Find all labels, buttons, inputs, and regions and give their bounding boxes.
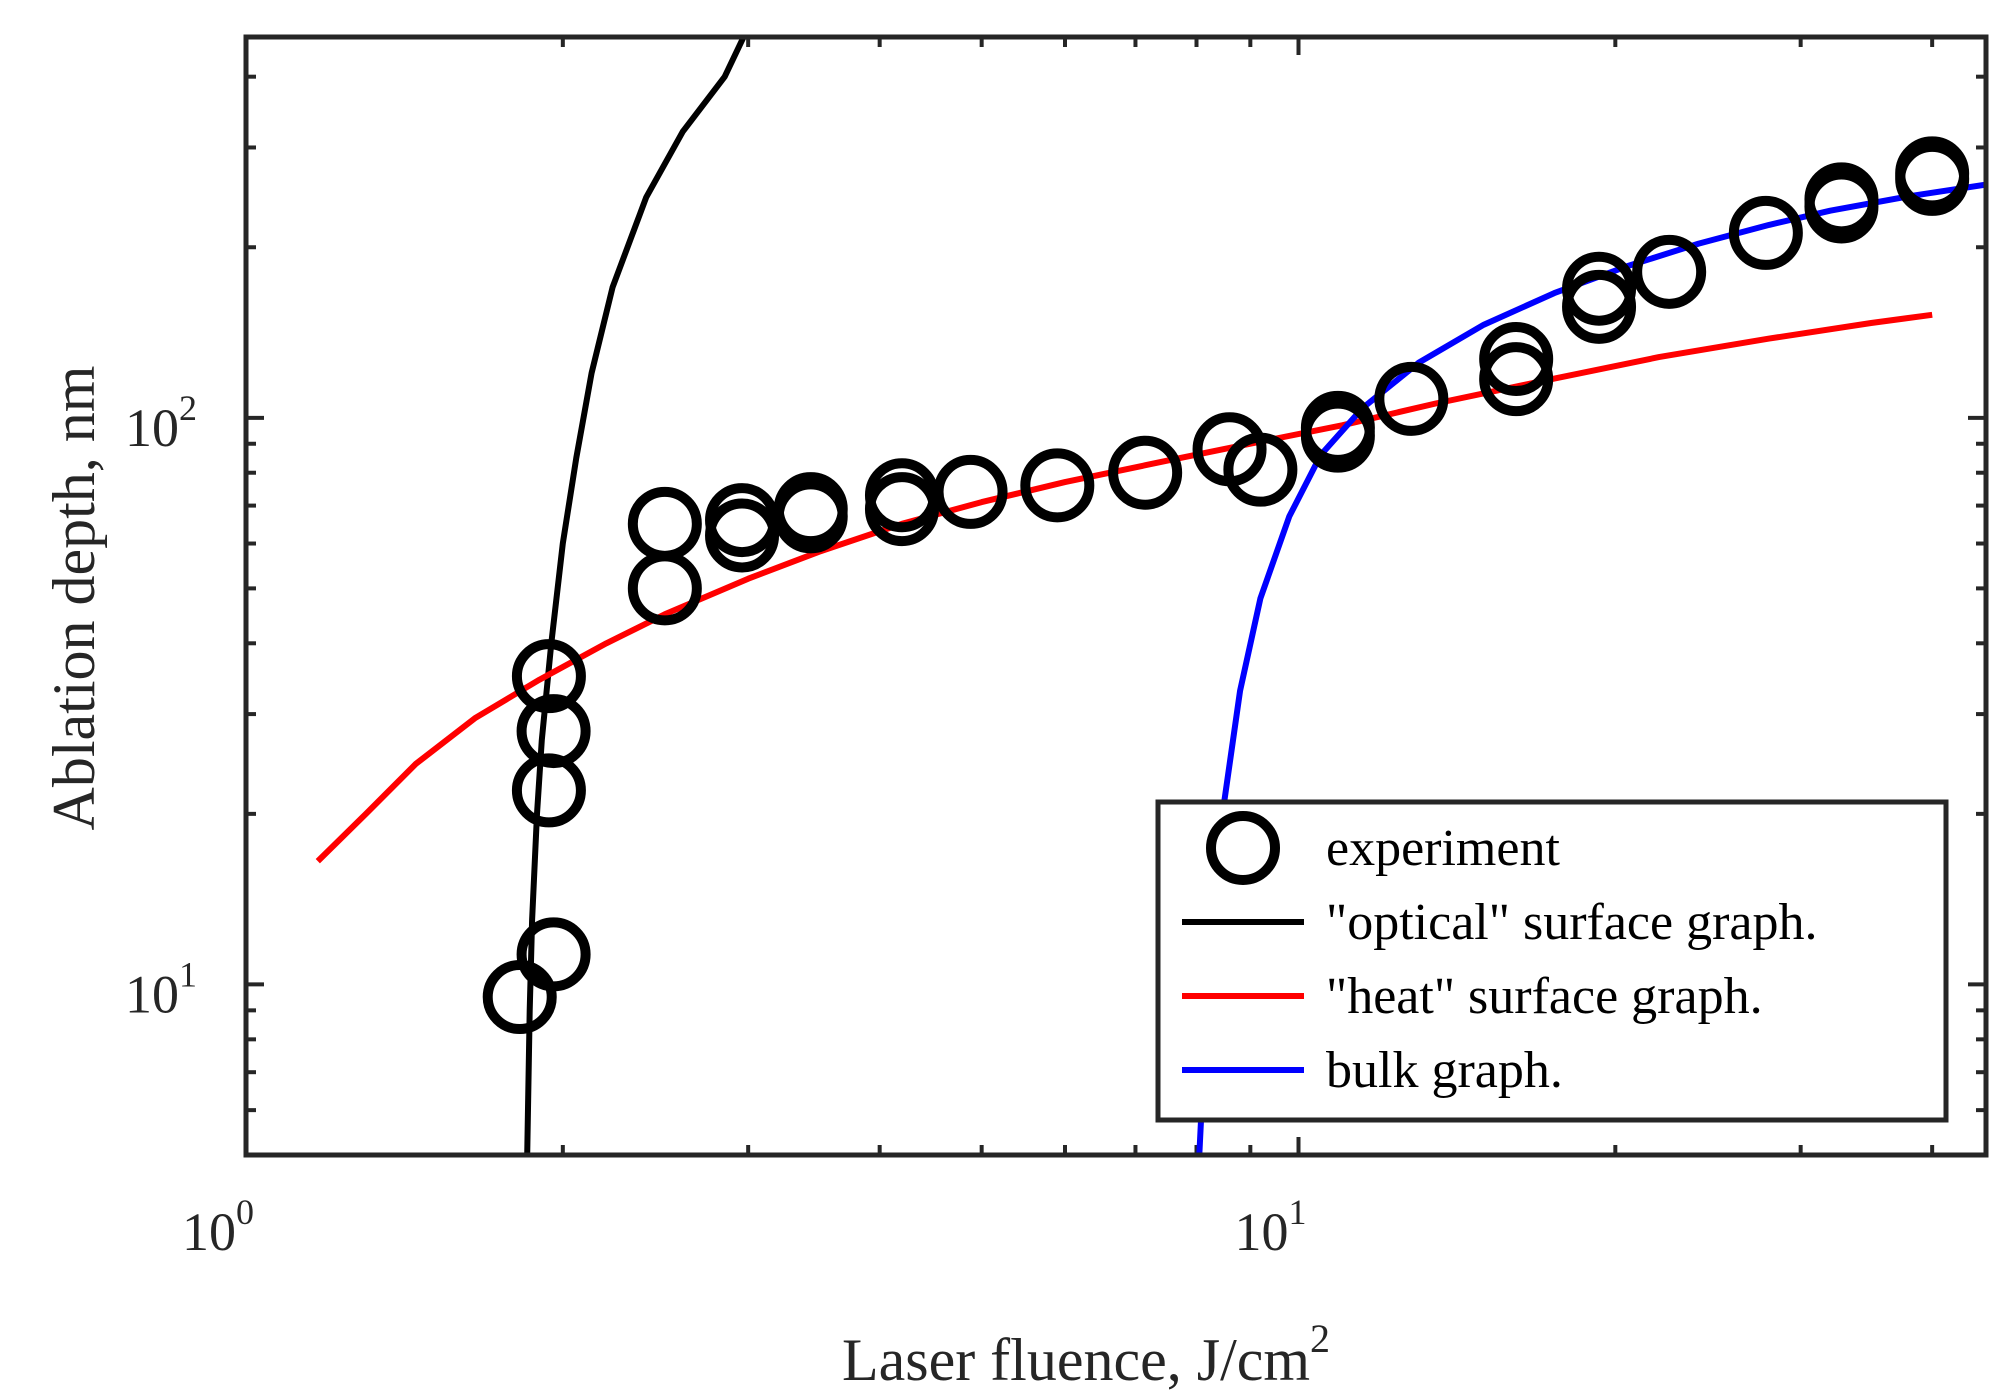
y-axis-label: Ablation depth, nm bbox=[41, 366, 107, 831]
x-tick-label: 100 bbox=[182, 1192, 254, 1262]
optical-surface-graph-line bbox=[524, 37, 747, 1155]
experiment-markers bbox=[482, 136, 1970, 1035]
experiment-point bbox=[1479, 342, 1554, 417]
y-tick-label-base: 10 bbox=[125, 964, 179, 1024]
legend: experiment "optical" surface graph. "heat"… bbox=[1155, 799, 1949, 1123]
plot-frame bbox=[243, 34, 1989, 1158]
y-tick-label: 102 bbox=[125, 388, 197, 458]
experiment-point bbox=[516, 694, 591, 769]
experiment-point bbox=[1374, 361, 1449, 436]
experiment-point bbox=[1632, 234, 1707, 309]
experiment-point bbox=[1562, 251, 1637, 326]
x-tick-label-base: 10 bbox=[182, 1202, 236, 1262]
legend-label: "optical" surface graph. bbox=[1326, 894, 1817, 951]
legend-swatch-experiment bbox=[1206, 811, 1280, 885]
experiment-point bbox=[933, 454, 1008, 529]
experiment-point bbox=[1108, 435, 1183, 510]
experiment-point bbox=[773, 472, 848, 547]
experiment-point bbox=[1804, 162, 1879, 237]
x-tick-label: 101 bbox=[1234, 1192, 1306, 1262]
experiment-point bbox=[1728, 195, 1803, 270]
legend-label: "heat" surface graph. bbox=[1326, 968, 1763, 1025]
y-tick-label: 101 bbox=[125, 954, 197, 1024]
y-tick-label-exponent: 2 bbox=[179, 388, 197, 428]
x-axis-label-exponent: 2 bbox=[1310, 1316, 1330, 1361]
x-tick-label-exponent: 1 bbox=[1288, 1192, 1306, 1232]
legend-label: bulk graph. bbox=[1326, 1042, 1563, 1099]
x-tick-label-base: 10 bbox=[1234, 1202, 1288, 1262]
experiment-point bbox=[1020, 448, 1095, 523]
experiment-point bbox=[1479, 322, 1554, 397]
y-tick-label-exponent: 1 bbox=[179, 954, 197, 994]
experiment-point bbox=[1300, 390, 1375, 465]
experiment-point bbox=[516, 917, 591, 992]
x-axis-label: Laser fluence, J/cm2 bbox=[842, 1316, 1330, 1392]
experiment-point bbox=[1223, 432, 1298, 507]
experiment-point bbox=[627, 486, 702, 561]
x-tick-label-exponent: 0 bbox=[236, 1192, 254, 1232]
experiment-point bbox=[511, 639, 586, 714]
experiment-point bbox=[1895, 136, 1970, 211]
y-tick-label-base: 10 bbox=[125, 398, 179, 458]
x-axis-label-text: Laser fluence, J/cm bbox=[842, 1327, 1310, 1392]
heat-surface-graph-line bbox=[315, 311, 1933, 864]
legend-label: experiment bbox=[1326, 820, 1560, 877]
